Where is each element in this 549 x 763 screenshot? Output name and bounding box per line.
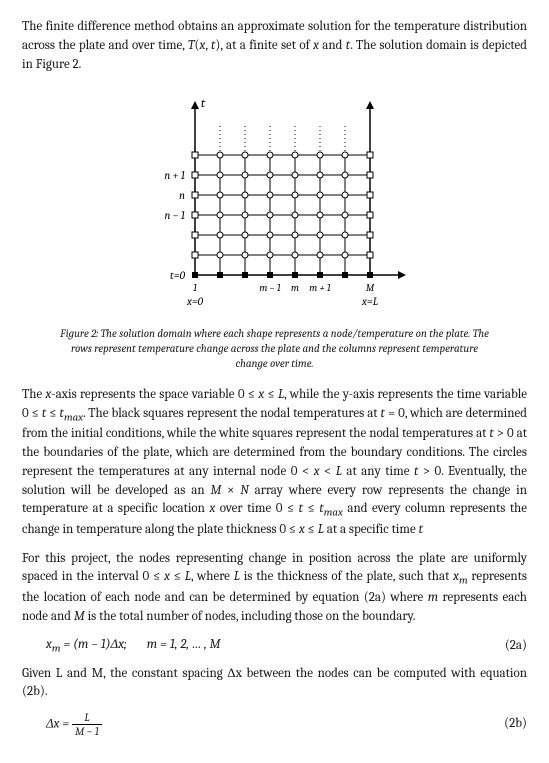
figure-2-container: t n + 1 n n − 1 t=0 1 m − 1 m m + 1 Mx=0 x=L [22, 85, 527, 322]
paragraph-3: For this project, the nodes representing… [22, 550, 527, 627]
svg-text:t: t [201, 96, 206, 110]
svg-text:x=L: x=L [361, 295, 378, 308]
fraction-numerator: L [72, 712, 102, 725]
fraction-denominator: M − 1 [72, 725, 102, 737]
equation-2b-row: Δx = L M − 1 (2b) [22, 712, 527, 737]
svg-text:m − 1: m − 1 [259, 282, 280, 294]
svg-text:x=0: x=0 [185, 295, 203, 308]
svg-text:m: m [291, 282, 299, 294]
equation-2b-fraction: L M − 1 [72, 712, 102, 737]
figure-2-svg: t n + 1 n n − 1 t=0 1 m − 1 m m + 1 Mx=0 x=L [125, 85, 425, 315]
svg-text:M: M [365, 282, 374, 294]
paragraph-2: The x-axis represents the space variable… [22, 386, 527, 540]
equation-2a-row: xm = (m − 1)Δx; m = 1, 2, … , M (2a) [22, 636, 527, 656]
equation-2a-body: xm = (m − 1)Δx; m = 1, 2, … , M [22, 636, 487, 656]
figure-2-caption: Figure 2: The solution domain where each… [55, 327, 495, 372]
svg-text:n: n [179, 189, 185, 202]
paragraph-1: The finite difference method obtains an … [22, 18, 527, 75]
svg-text:1: 1 [193, 282, 197, 294]
paragraph-4: Given L and M, the constant spacing Δx b… [22, 665, 527, 703]
svg-text:t=0: t=0 [170, 269, 186, 282]
equation-2a-number: (2a) [487, 637, 527, 656]
equation-2b-number: (2b) [487, 715, 527, 734]
equation-2b-body: Δx = L M − 1 [22, 712, 487, 737]
equation-2b-lhs: Δx = [46, 717, 69, 732]
svg-text:n − 1: n − 1 [164, 209, 185, 222]
svg-text:m + 1: m + 1 [309, 282, 331, 294]
svg-text:n + 1: n + 1 [164, 169, 185, 182]
